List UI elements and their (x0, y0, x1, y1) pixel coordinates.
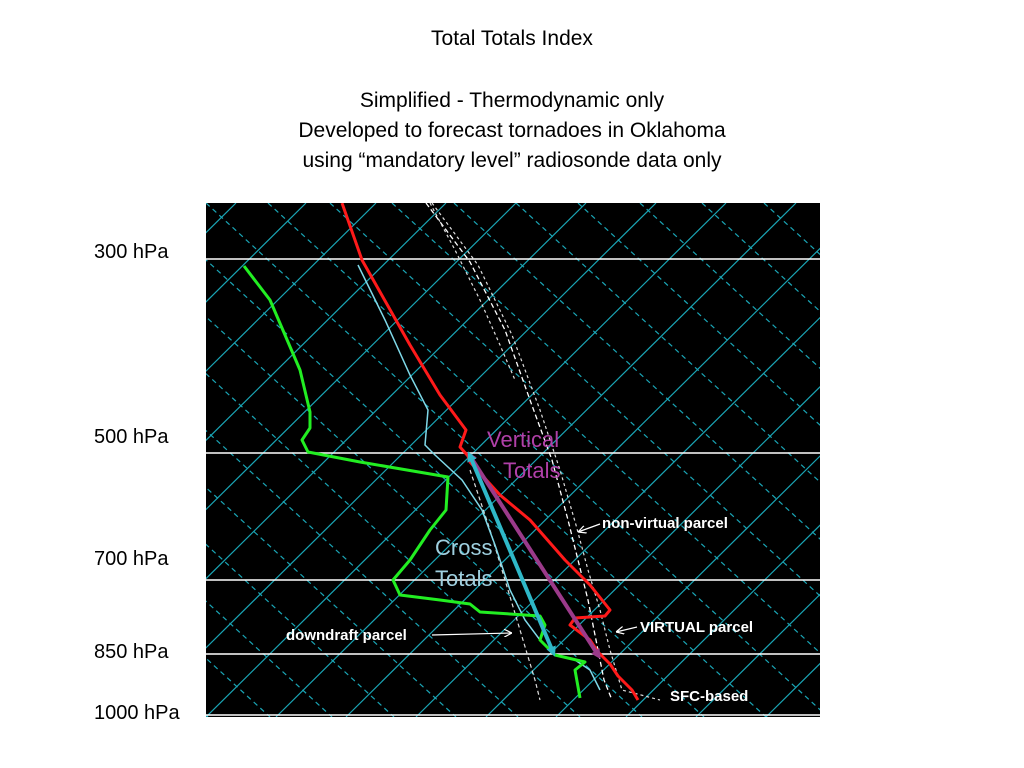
subtitle-line-1: Simplified - Thermodynamic only (359, 89, 665, 112)
isotherm-line (206, 543, 395, 717)
dry-adiabat-line (206, 203, 237, 234)
downdraft-parcel-label: downdraft parcel (286, 627, 407, 644)
dry-adiabat-line (836, 203, 1024, 717)
cross-totals-arrow (467, 451, 556, 657)
virtual-parcel-pointer (616, 627, 638, 632)
dry-adiabat-line (695, 593, 820, 717)
dry-adiabat-line (206, 203, 447, 442)
dry-adiabat-line (625, 524, 820, 717)
dry-adiabat-line (0, 203, 26, 717)
isotherm-line (0, 203, 22, 717)
non-virtual-parcel-pointer (578, 523, 601, 532)
subtitle-line-2: Developed to forecast tornadoes in Oklah… (298, 119, 726, 142)
virtual-parcel-label: VIRTUAL parcel (640, 619, 753, 636)
isotherm-line (826, 203, 1024, 717)
dry-adiabat-line (206, 203, 587, 580)
dry-adiabat-line (555, 455, 820, 717)
isotherm-line (1012, 203, 1024, 717)
dry-adiabat-line (206, 203, 727, 717)
isotherm-line (206, 259, 705, 717)
dry-adiabat-line (906, 203, 1024, 717)
level-label-500: 500 hPa (94, 426, 169, 448)
level-label-300: 300 hPa (94, 241, 169, 263)
dry-adiabat-line (0, 203, 166, 717)
isotherm-line (950, 203, 1024, 717)
cross-totals-label-line1: Cross (435, 535, 492, 560)
dry-adiabat-line (206, 203, 307, 303)
isotherm-line (577, 203, 820, 426)
slide-subtitle: Simplified - Thermodynamic only Develope… (0, 86, 1024, 176)
isotherm-line (0, 203, 84, 717)
dry-adiabat-line (345, 247, 820, 717)
isotherm-line (0, 203, 146, 717)
isotherm-line (391, 203, 820, 597)
isotherm-line (639, 203, 820, 370)
non-virtual-parcel-curve (425, 203, 613, 701)
isotherm-line (329, 203, 820, 654)
slide-title: Total Totals Index (431, 27, 593, 50)
cross-totals-label-line2: Totals (435, 566, 492, 591)
isotherm-line (888, 203, 1024, 717)
level-label-700: 700 hPa (94, 548, 169, 570)
isotherm-line (206, 714, 209, 717)
dry-adiabat-line (206, 203, 657, 649)
dry-adiabat-line (976, 203, 1024, 717)
downdraft-parcel-pointer (431, 633, 512, 635)
dry-adiabat-line (206, 203, 377, 372)
dry-adiabat-lines (0, 203, 1024, 717)
sfc-based-label: SFC-based (670, 688, 748, 705)
level-label-850: 850 hPa (94, 641, 169, 663)
isotherm-line (515, 203, 820, 483)
dry-adiabat-line (206, 203, 517, 511)
subtitle-line-3: using “mandatory level” radiosonde data … (302, 149, 722, 172)
isotherm-line (206, 429, 519, 717)
vertical-totals-label-line1: Vertical (487, 427, 559, 452)
upper-parcel-curve (429, 203, 516, 381)
level-label-1000: 1000 hPa (94, 702, 180, 724)
dry-adiabat-line (0, 203, 96, 717)
vertical-totals-label-line2: Totals (503, 458, 560, 483)
isotherm-line (453, 203, 820, 540)
non-virtual-parcel-label: non-virtual parcel (602, 515, 728, 532)
isotherm-line (701, 203, 820, 313)
isotherm-line (206, 600, 333, 717)
